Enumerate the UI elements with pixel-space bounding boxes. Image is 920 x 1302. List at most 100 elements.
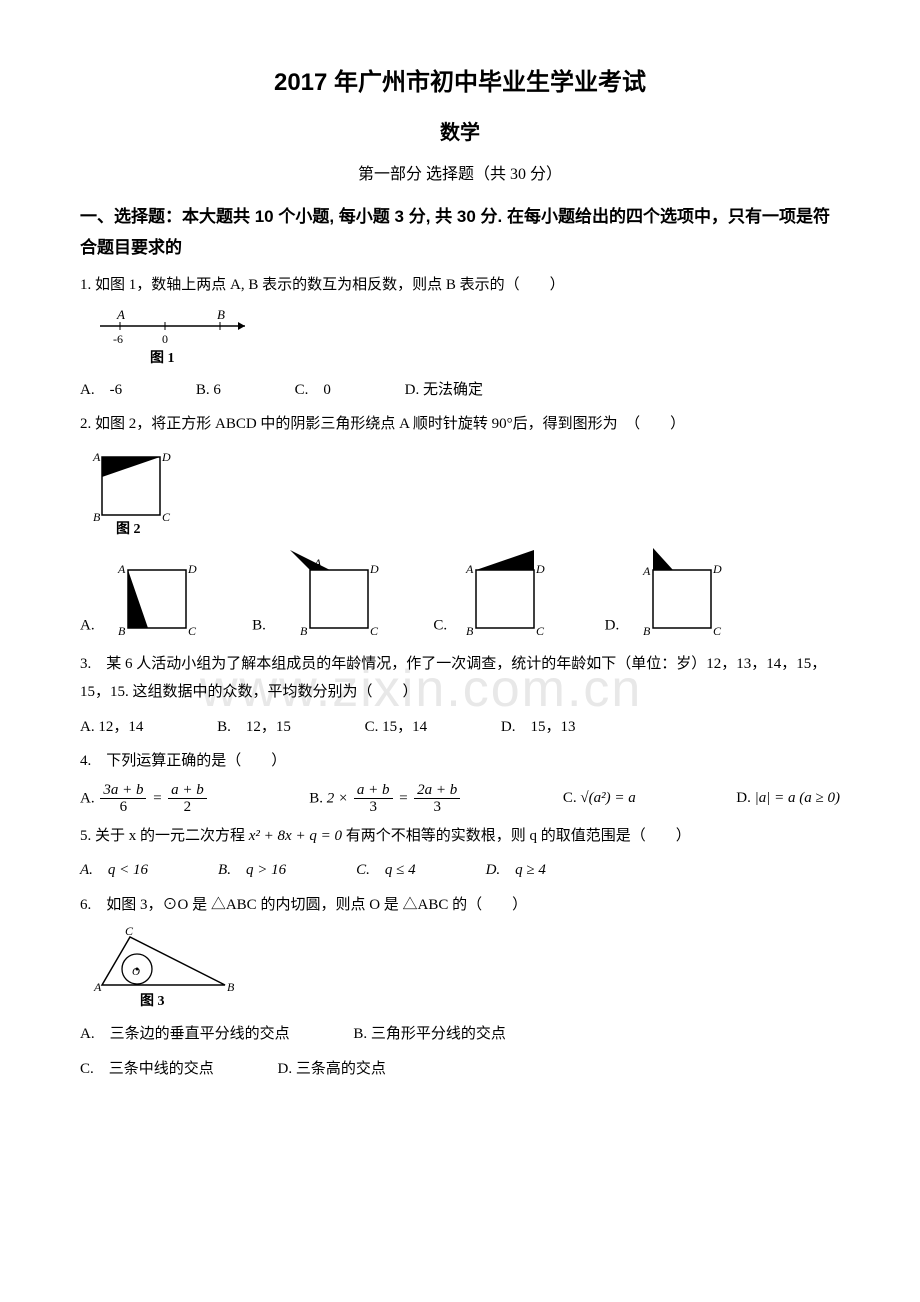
q5-optD: D. q ≥ 4 [486, 856, 546, 885]
q2-figure: A D B C 图 2 [90, 447, 840, 537]
q1-figure: A B -6 0 图 1 [90, 308, 840, 368]
q4-B-lden: 3 [354, 799, 393, 816]
q4-labA: A. [80, 790, 95, 806]
svg-text:B: B [300, 624, 308, 638]
q6-mid: ⊙O 是 △ABC 的内切圆，则点 O 是 △ABC 的（ ） [163, 897, 528, 913]
q4-B-pre: 2 × [327, 790, 348, 806]
q4-optC: C. √(a²) = a [563, 784, 636, 813]
q6-options-row1: A. 三条边的垂直平分线的交点 B. 三角形平分线的交点 [80, 1020, 840, 1049]
q5-post: 有两个不相等的实数根，则 q 的取值范围是（ ） [342, 828, 691, 844]
svg-text:B: B [643, 624, 651, 638]
q6-optD: D. 三条高的交点 [278, 1055, 386, 1084]
svg-text:A: A [117, 562, 126, 576]
q3-options: A. 12，14 B. 12，15 C. 15，14 D. 15，13 [80, 713, 840, 742]
svg-text:O: O [132, 966, 140, 978]
svg-text:D: D [187, 562, 197, 576]
svg-text:C: C [713, 624, 722, 638]
q6-optC: C. 三条中线的交点 [80, 1055, 214, 1084]
q4-optB: B. 2 × a + b3 = 2a + b3 [309, 782, 462, 816]
q1-optA: A. -6 [80, 376, 122, 405]
q2-optB: B. A D B C [252, 545, 390, 640]
svg-text:A: A [313, 556, 322, 570]
q5-stem: 5. 关于 x 的一元二次方程 x² + 8x + q = 0 有两个不相等的实… [80, 822, 840, 851]
svg-text:A: A [93, 980, 102, 994]
q2-labC: C. [433, 617, 447, 633]
q6-options-row2: C. 三条中线的交点 D. 三条高的交点 [80, 1055, 840, 1084]
q4-options: A. 3a + b6 = a + b2 B. 2 × a + b3 = 2a +… [80, 782, 840, 816]
svg-text:A: A [642, 564, 651, 578]
q5-optC: C. q ≤ 4 [356, 856, 416, 885]
q3-optB: B. 12，15 [217, 713, 291, 742]
square-rot-d-icon: A D B C [623, 545, 743, 640]
svg-text:-6: -6 [113, 332, 123, 346]
q4-D-expr: |a| = a (a ≥ 0) [755, 790, 840, 806]
q1-optB: B. 6 [196, 376, 221, 405]
q5-options: A. q < 16 B. q > 16 C. q ≤ 4 D. q ≥ 4 [80, 856, 840, 885]
svg-text:D: D [712, 562, 722, 576]
svg-text:B: B [217, 308, 225, 322]
q6-pre: 6. 如图 3， [80, 897, 163, 913]
q5-optA: A. q < 16 [80, 856, 148, 885]
svg-text:A: A [92, 450, 101, 464]
q5-eq: x² + 8x + q = 0 [249, 828, 342, 844]
q1-options: A. -6 B. 6 C. 0 D. 无法确定 [80, 376, 840, 405]
svg-text:D: D [161, 450, 171, 464]
q4-A-rnum: a + b [168, 782, 207, 800]
q3-stem: 3. 某 6 人活动小组为了解本组成员的年龄情况，作了一次调查，统计的年龄如下（… [80, 650, 840, 707]
section-instructions: 一、选择题：本大题共 10 个小题, 每小题 3 分, 共 30 分. 在每小题… [80, 202, 840, 263]
q1-stem: 1. 如图 1，数轴上两点 A, B 表示的数互为相反数，则点 B 表示的（ ） [80, 271, 840, 300]
q6-stem: 6. 如图 3，⊙O 是 △ABC 的内切圆，则点 O 是 △ABC 的（ ） [80, 891, 840, 920]
square-rot-c-icon: A D B C [451, 545, 561, 640]
q4-labD: D. [736, 790, 751, 806]
q5-optB: B. q > 16 [218, 856, 286, 885]
square-rot-b-icon: A D B C [270, 545, 390, 640]
svg-text:C: C [188, 624, 197, 638]
q4-B-rden: 3 [414, 799, 460, 816]
q4-B-lnum: a + b [354, 782, 393, 800]
q2-labA: A. [80, 617, 95, 633]
q4-optD: D. |a| = a (a ≥ 0) [736, 784, 840, 813]
q4-B-rnum: 2a + b [414, 782, 460, 800]
svg-text:B: B [227, 980, 235, 994]
q3-optD: D. 15，13 [501, 713, 576, 742]
q6-optB: B. 三角形平分线的交点 [353, 1020, 506, 1049]
q3-optC: C. 15，14 [365, 713, 428, 742]
q2-labB: B. [252, 617, 266, 633]
q4-C-expr: √(a²) = a [580, 790, 635, 806]
svg-text:B: B [93, 510, 101, 524]
q2-stem: 2. 如图 2，将正方形 ABCD 中的阴影三角形绕点 A 顺时针旋转 90°后… [80, 410, 840, 439]
square-rot-a-icon: A D B C [98, 545, 208, 640]
q2-optA: A. A D B C [80, 545, 208, 640]
number-line-icon: A B -6 0 图 1 [90, 308, 260, 368]
svg-text:图 3: 图 3 [140, 993, 165, 1009]
svg-text:B: B [466, 624, 474, 638]
q4-labB: B. [309, 790, 323, 806]
svg-text:C: C [162, 510, 171, 524]
svg-text:C: C [125, 927, 134, 938]
q2-labD: D. [605, 617, 620, 633]
svg-text:B: B [118, 624, 126, 638]
svg-text:A: A [465, 562, 474, 576]
svg-text:D: D [369, 562, 379, 576]
q4-A-lnum: 3a + b [100, 782, 146, 800]
q6-optA: A. 三条边的垂直平分线的交点 [80, 1020, 290, 1049]
svg-text:C: C [536, 624, 545, 638]
q3-optA: A. 12，14 [80, 713, 143, 742]
q5-pre: 5. 关于 x 的一元二次方程 [80, 828, 249, 844]
page-title-main: 2017 年广州市初中毕业生学业考试 [80, 60, 840, 106]
q4-A-rden: 2 [168, 799, 207, 816]
section-label: 第一部分 选择题（共 30 分） [80, 160, 840, 190]
q2-options: A. A D B C B. A D B C C. A D B C [80, 545, 840, 640]
svg-text:图 2: 图 2 [116, 521, 141, 537]
svg-text:D: D [535, 562, 545, 576]
q1-optD: D. 无法确定 [405, 376, 483, 405]
svg-text:0: 0 [162, 332, 168, 346]
q4-optA: A. 3a + b6 = a + b2 [80, 782, 209, 816]
square-original-icon: A D B C 图 2 [90, 447, 180, 537]
q2-optD: D. A D B C [605, 545, 743, 640]
svg-text:图 1: 图 1 [150, 350, 175, 366]
page-title-sub: 数学 [80, 114, 840, 152]
q1-optC: C. 0 [295, 376, 331, 405]
q2-optC: C. A D B C [433, 545, 561, 640]
q4-labC: C. [563, 790, 577, 806]
